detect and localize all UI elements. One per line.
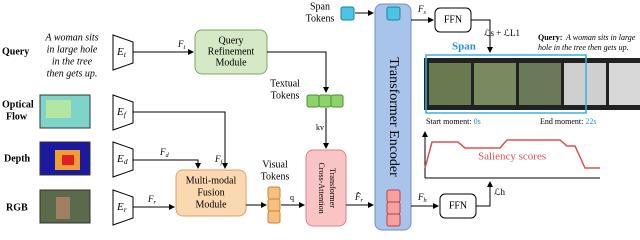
module-label: Module — [215, 57, 247, 68]
start-moment: Start moment: 0s — [426, 117, 481, 126]
query-text: A woman sits — [44, 32, 98, 43]
module-label: Module — [195, 199, 227, 210]
symbol-main: F — [177, 39, 184, 49]
symbol-sub: h — [424, 197, 427, 204]
module-label: Cross-Attention — [317, 162, 326, 213]
module-label: Refinement — [208, 46, 255, 57]
symbol-main: F — [214, 154, 221, 164]
module-label: Query — [219, 35, 244, 46]
end-label: End moment: — [540, 117, 585, 126]
labels: Query A woman sits in large hole in the … — [2, 1, 636, 213]
symbol-sub: d — [124, 157, 128, 166]
symbol: Fh — [417, 192, 427, 204]
shapes — [39, 3, 640, 231]
input-label: Optical — [2, 99, 34, 110]
token-label: Visual — [262, 159, 288, 170]
saliency-label: Saliency scores — [478, 151, 546, 163]
input-label: RGB — [6, 202, 28, 213]
token-label: Tokens — [271, 90, 300, 101]
end-moment: End moment: 22s — [540, 117, 596, 126]
query-label: Query — [2, 46, 29, 57]
diagram: Query A woman sits in large hole in the … — [2, 1, 640, 231]
symbol-main: F — [147, 194, 154, 204]
start-label: Start moment: — [426, 117, 474, 126]
module-label: Transformer — [328, 168, 337, 208]
token-label: Tokens — [261, 171, 290, 182]
symbol: Er — [116, 201, 128, 214]
output-query-text: hole in the tree then gets up. — [538, 43, 629, 52]
token-label: Textual — [270, 78, 300, 89]
symbol-main: E — [116, 106, 124, 118]
symbol: Ff — [214, 154, 224, 166]
output-query-label: Query: — [538, 33, 562, 42]
symbol: Et — [116, 46, 127, 59]
query-text: in the tree — [52, 56, 93, 67]
symbol-sub: d — [166, 152, 170, 159]
symbol-sub: t — [184, 44, 186, 51]
input-label: Flow — [6, 111, 28, 122]
module-label: Fusion — [197, 187, 224, 198]
symbol-main: E — [116, 46, 124, 58]
kv-label: kv — [316, 123, 324, 132]
module-label: FFN — [449, 200, 467, 211]
symbol-sub: f — [124, 110, 128, 119]
symbol: Ed — [116, 153, 128, 166]
symbol: Ef — [116, 106, 128, 119]
symbol-sub: r — [361, 197, 364, 204]
loss-label: ℒs + ℒL1 — [484, 28, 520, 38]
symbol: Ft — [177, 39, 186, 51]
module-label: FFN — [444, 14, 462, 25]
module-label: Transformer Encoder — [386, 57, 401, 177]
symbol-sub: s — [424, 9, 427, 16]
q-label: q — [290, 193, 294, 202]
start-value: 0s — [474, 117, 481, 126]
symbol-sub: f — [221, 159, 224, 166]
symbol-main: F̂ — [354, 192, 361, 202]
output-query-text: A woman sits in large — [565, 33, 636, 42]
symbol: Fd — [159, 147, 170, 159]
symbol: Fs — [417, 4, 427, 16]
symbol: F̂r — [354, 192, 364, 205]
symbol-main: E — [116, 201, 124, 213]
symbol-sub: r — [154, 199, 157, 206]
module-label: Multi-modal — [186, 175, 237, 186]
symbol-main: E — [116, 153, 124, 165]
span-label: Span — [452, 41, 476, 53]
input-label: Depth — [4, 153, 31, 164]
symbol-sub: r — [124, 205, 128, 214]
loss-label: ℒh — [494, 187, 505, 197]
query-text: in large hole — [47, 44, 98, 55]
query-text: then gets up. — [47, 68, 98, 79]
symbol-main: F — [417, 192, 424, 202]
symbol-main: F — [417, 4, 424, 14]
end-value: 22s — [585, 117, 596, 126]
token-label: Tokens — [306, 13, 335, 24]
symbol: Fr — [147, 194, 157, 206]
symbol-main: F — [159, 147, 166, 157]
symbol-sub: t — [124, 50, 127, 59]
token-label: Span — [310, 1, 330, 12]
